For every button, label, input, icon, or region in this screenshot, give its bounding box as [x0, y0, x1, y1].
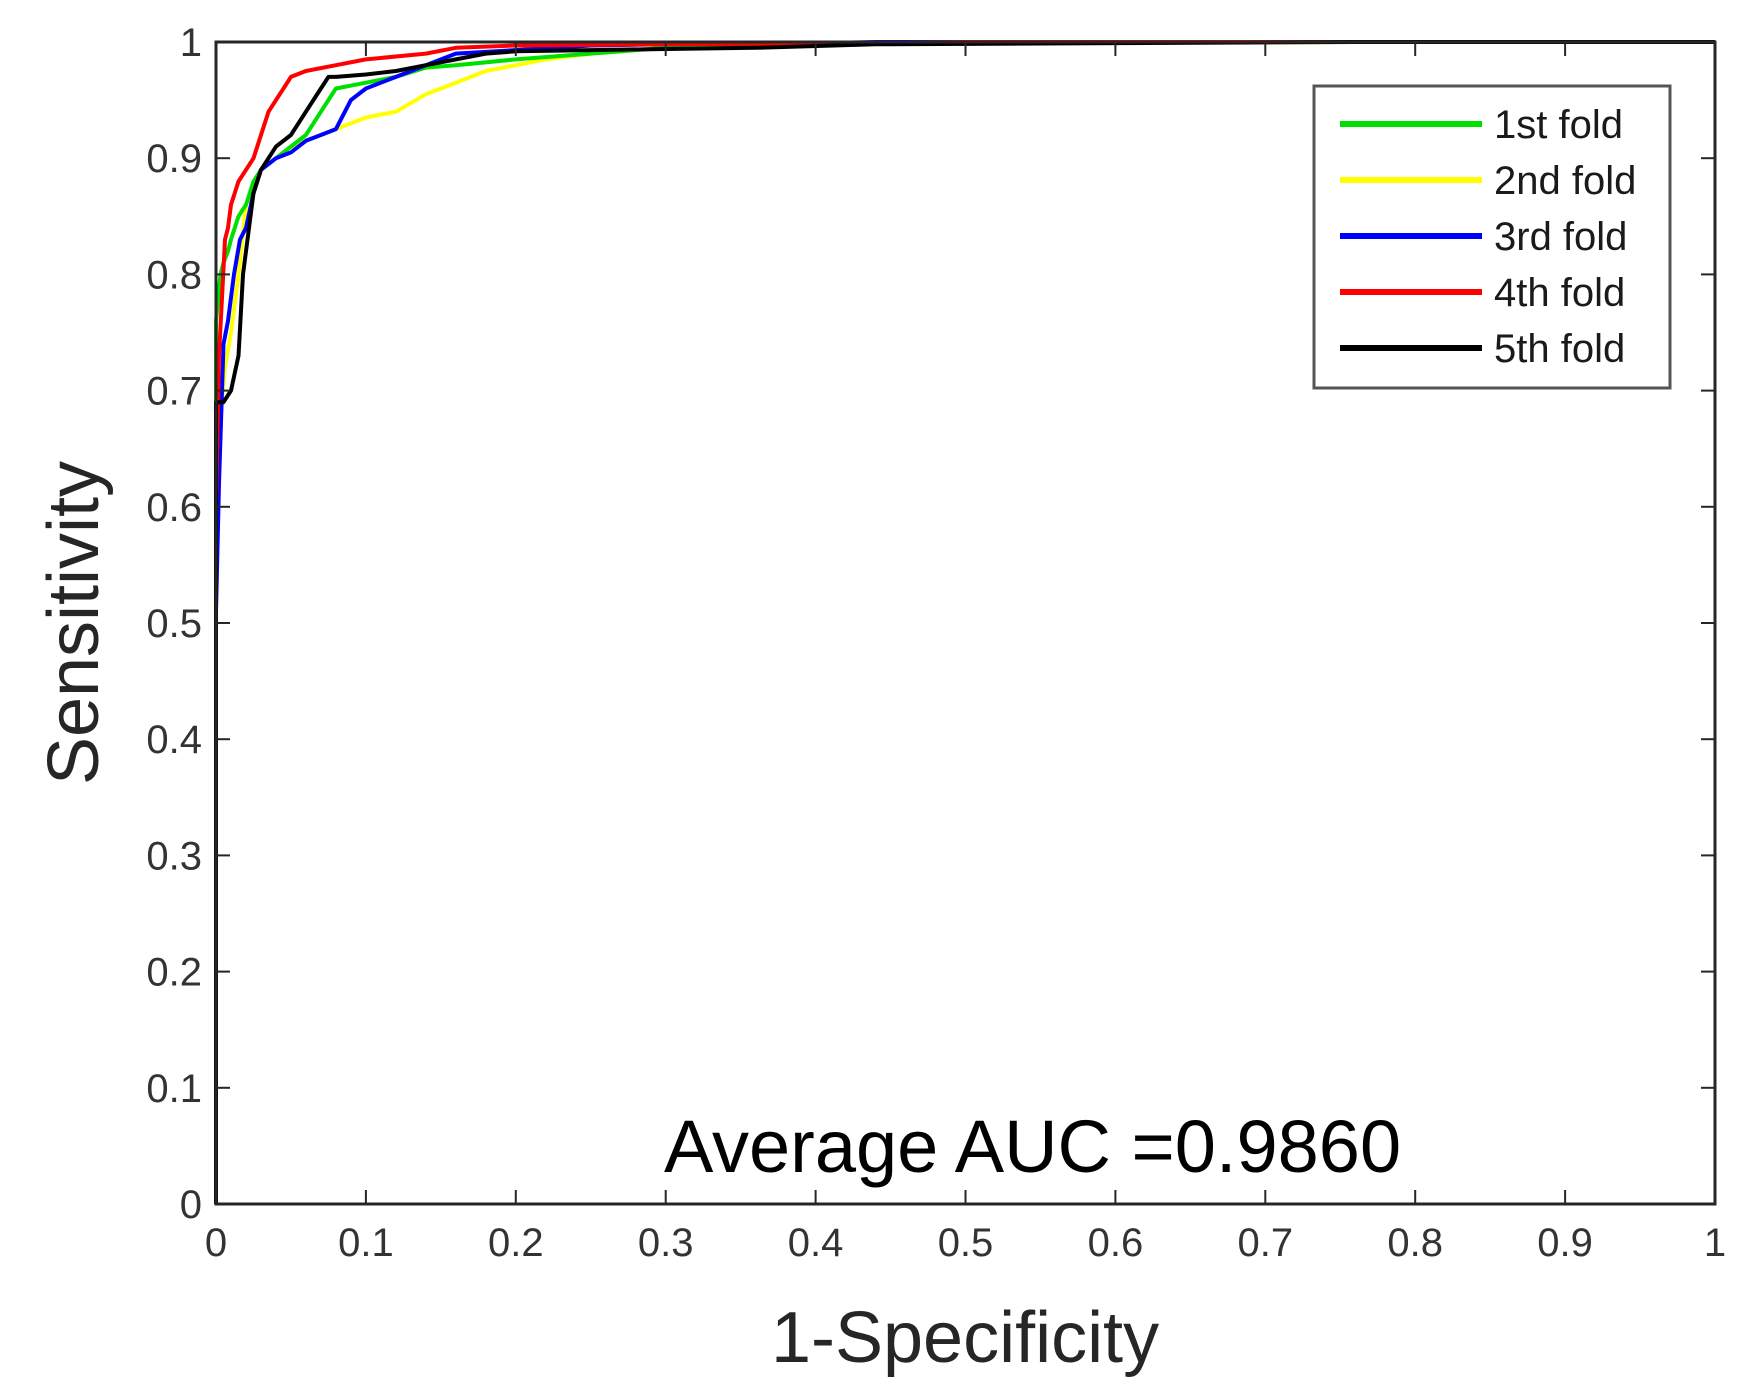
legend-label-2: 2nd fold: [1494, 159, 1636, 203]
x-tick-label: 0.3: [638, 1221, 694, 1265]
x-tick-label: 0.2: [488, 1221, 544, 1265]
y-tick-label: 0.6: [146, 486, 202, 530]
x-tick-label: 0.8: [1387, 1221, 1443, 1265]
y-tick-label: 0.3: [146, 834, 202, 878]
legend-items: 1st fold 2nd fold 3rd fold 4th fold 5th fold: [1340, 103, 1636, 371]
y-tick-label: 0.2: [146, 951, 202, 995]
x-axis-title: 1-Specificity: [771, 1298, 1159, 1378]
y-axis-title: Sensitivity: [34, 461, 114, 785]
x-tick-label: 0.4: [788, 1221, 844, 1265]
tick-layer: [215, 41, 1716, 1205]
y-tick-label: 0.4: [146, 718, 202, 762]
y-tick-labels: 0 0.1 0.2 0.3 0.4 0.5 0.6 0.7 0.8 0.9 1: [146, 21, 202, 1227]
x-tick-label: 0.7: [1237, 1221, 1293, 1265]
y-tick-label: 0.9: [146, 137, 202, 181]
legend: 1st fold 2nd fold 3rd fold 4th fold 5th fold: [1312, 84, 1672, 390]
x-tick-label: 0.5: [938, 1221, 994, 1265]
y-tick-label: 0.1: [146, 1067, 202, 1111]
x-tick-labels: 0 0.1 0.2 0.3 0.4 0.5 0.6 0.7 0.8 0.9 1: [205, 1221, 1726, 1265]
x-tick-label: 0.6: [1088, 1221, 1144, 1265]
y-tick-label: 0: [180, 1183, 202, 1227]
series-line-5: [214, 40, 1715, 1204]
series-layer: [214, 40, 1715, 1204]
series-line-4: [214, 40, 1715, 1204]
x-tick-label: 0.1: [338, 1221, 394, 1265]
legend-label-5: 5th fold: [1494, 327, 1625, 371]
auc-annotation: Average AUC =0.9860: [664, 1105, 1401, 1188]
x-tick-label: 0: [205, 1221, 227, 1265]
legend-label-3: 3rd fold: [1494, 215, 1627, 259]
y-tick-label: 1: [180, 21, 202, 65]
x-tick-label: 0.9: [1537, 1221, 1593, 1265]
y-tick-label: 0.7: [146, 370, 202, 414]
y-tick-label: 0.5: [146, 602, 202, 646]
legend-label-1: 1st fold: [1494, 103, 1623, 147]
x-tick-label: 1: [1704, 1221, 1726, 1265]
legend-label-4: 4th fold: [1494, 271, 1625, 315]
y-tick-label: 0.8: [146, 253, 202, 297]
